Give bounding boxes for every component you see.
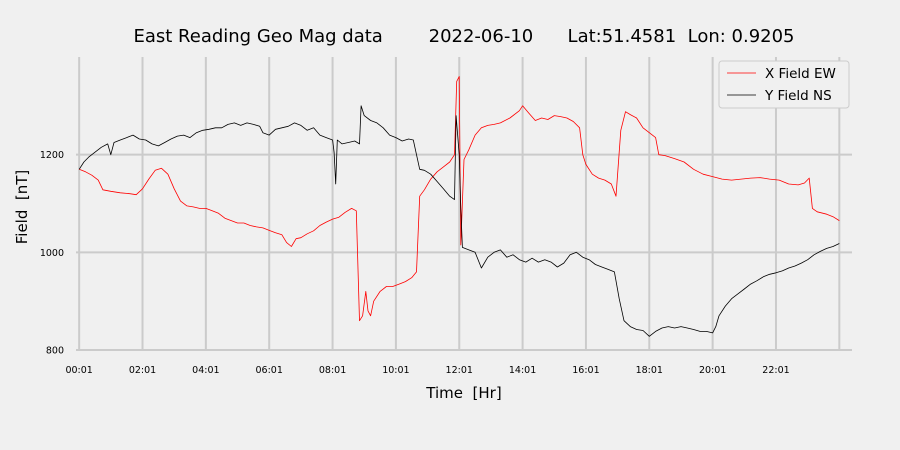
series-line-y-field-ns [78,105,840,337]
y-tick-label: 1000 [40,248,64,259]
x-tick-label: 06:01 [256,365,283,376]
series-line-x-field-ew [79,76,840,322]
tick-labels: 00:01 02:01 04:01 06:01 08:01 10:01 12:01 14:01… [40,150,790,376]
x-tick-label: 02:01 [129,365,156,376]
x-tick-label: 14:01 [509,365,536,376]
x-tick-label: 12:01 [446,365,473,376]
x-tick-label: 16:01 [572,365,599,376]
x-tick-label: 18:01 [636,365,663,376]
y-axis-label: Field [nT] [13,170,31,245]
x-tick-label: 10:01 [382,365,409,376]
x-tick-label: 04:01 [192,365,219,376]
x-tick-label: 20:01 [699,365,726,376]
chart-title: East Reading Geo Mag data 2022-06-10 Lat… [133,26,794,47]
series-layer [78,76,840,337]
y-tick-label: 1200 [40,150,64,161]
y-tick-label: 800 [46,346,64,357]
x-axis-label: Time [Hr] [425,384,501,402]
legend: X Field EW Y Field NS [718,60,850,109]
x-tick-label: 00:01 [65,365,92,376]
legend-label-x-field: X Field EW [765,66,836,82]
x-tick-label: 22:01 [762,365,789,376]
x-tick-label: 08:01 [319,365,346,376]
legend-label-y-field: Y Field NS [764,88,832,104]
